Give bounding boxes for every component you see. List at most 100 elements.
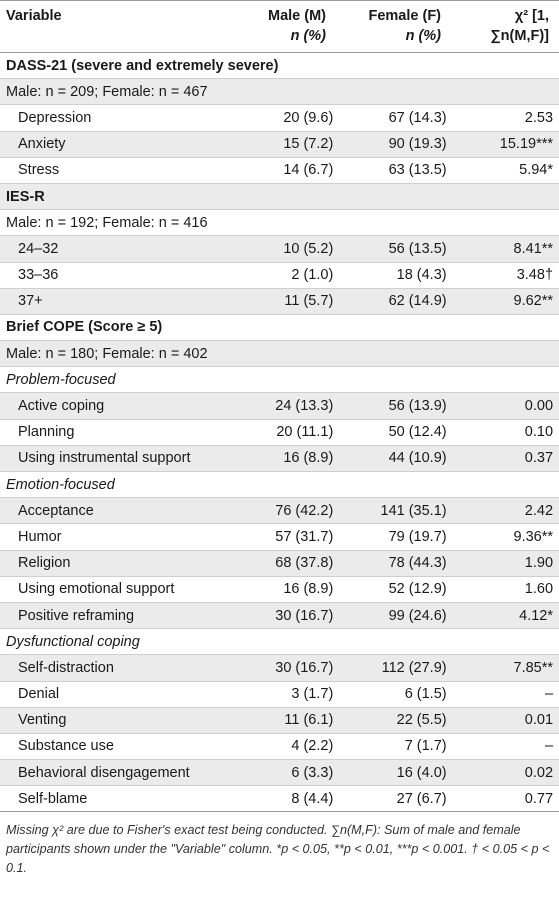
cell-variable: 24–32	[18, 240, 59, 257]
table-row-data: Self-blame 8 (4.4) 27 (6.7) 0.77	[0, 786, 559, 813]
table-row-sub: Emotion-focused	[0, 472, 559, 499]
cell-female: 112 (27.9)	[381, 659, 447, 676]
cell-variable: Dysfunctional coping	[6, 633, 140, 650]
cell-variable: Stress	[18, 162, 60, 179]
table-row-data: Planning 20 (11.1) 50 (12.4) 0.10	[0, 420, 559, 446]
header-male: Male (M) n (%)	[246, 6, 326, 52]
table-row-data: 33–36 2 (1.0) 18 (4.3) 3.48†	[0, 263, 559, 289]
cell-chi-square: 0.37	[524, 450, 554, 467]
table-row-sub: Dysfunctional coping	[0, 629, 559, 656]
cell-chi-square: –	[544, 686, 554, 703]
cell-female: 56 (13.5)	[388, 240, 447, 257]
table-row-data: Venting 11 (6.1) 22 (5.5) 0.01	[0, 707, 559, 734]
cell-female: 63 (13.5)	[388, 162, 447, 179]
header-chi-line1: χ² [1,	[514, 8, 549, 24]
cell-chi-square: 9.36**	[513, 528, 554, 545]
table-row-data: Self-distraction 30 (16.7) 112 (27.9) 7.85*…	[0, 655, 559, 682]
table-row-note: Male: n = 192; Female: n = 416	[0, 210, 559, 237]
cell-female: 56 (13.9)	[388, 398, 447, 415]
cell-male: 14 (6.7)	[283, 162, 334, 179]
table-row-data: Humor 57 (31.7) 79 (19.7) 9.36**	[0, 524, 559, 551]
cell-variable: Depression	[18, 109, 92, 126]
cell-female: 67 (14.3)	[388, 109, 447, 126]
table-row-data: Substance use 4 (2.2) 7 (1.7) –	[0, 734, 559, 761]
header-chi-line2: ∑n(M,F)]	[490, 28, 549, 44]
cell-variable: Denial	[18, 686, 60, 703]
cell-variable: Substance use	[18, 738, 114, 755]
cell-female: 50 (12.4)	[388, 424, 447, 441]
cell-male: 3 (1.7)	[291, 686, 334, 703]
header-variable: Variable	[6, 8, 62, 24]
cell-chi-square: 0.01	[524, 712, 554, 729]
cell-male: 6 (3.3)	[291, 764, 334, 781]
table-row-data: Depression 20 (9.6) 67 (14.3) 2.53	[0, 105, 559, 132]
cell-chi-square: 2.53	[524, 109, 554, 126]
cell-chi-square: 0.00	[524, 398, 554, 415]
cell-chi-square: 8.41**	[513, 240, 554, 257]
table-row-data: Anxiety 15 (7.2) 90 (19.3) 15.19***	[0, 131, 559, 158]
cell-female: 22 (5.5)	[396, 712, 447, 729]
cell-male: 76 (42.2)	[275, 502, 334, 519]
cell-male: 11 (6.1)	[284, 712, 334, 729]
cell-variable: Active coping	[18, 398, 105, 415]
cell-female: 52 (12.9)	[388, 581, 447, 598]
cell-chi-square: 0.10	[524, 424, 554, 441]
cell-variable: Using instrumental support	[18, 450, 191, 467]
cell-female: 79 (19.7)	[388, 528, 447, 545]
cell-female: 18 (4.3)	[396, 267, 447, 284]
table-row-data: Using instrumental support 16 (8.9) 44 (10…	[0, 445, 559, 472]
cell-male: 15 (7.2)	[283, 136, 334, 153]
cell-male: 16 (8.9)	[283, 450, 334, 467]
cell-variable: 33–36	[18, 267, 59, 284]
cell-female: 99 (24.6)	[388, 607, 447, 624]
cell-female: 141 (35.1)	[380, 502, 447, 519]
cell-chi-square: 7.85**	[513, 659, 554, 676]
header-male-label: Male (M)	[268, 8, 326, 24]
cell-male: 30 (16.7)	[275, 607, 334, 624]
cell-variable: Male: n = 180; Female: n = 402	[6, 345, 208, 362]
table-row-data: 37+ 11 (5.7) 62 (14.9) 9.62**	[0, 288, 559, 315]
cell-variable: Male: n = 209; Female: n = 467	[6, 83, 208, 100]
cell-male: 10 (5.2)	[283, 240, 334, 257]
cell-chi-square: 1.60	[524, 581, 554, 598]
cell-male: 11 (5.7)	[284, 293, 334, 310]
table-row-data: Denial 3 (1.7) 6 (1.5) –	[0, 682, 559, 708]
cell-female: 7 (1.7)	[404, 738, 447, 755]
cell-male: 4 (2.2)	[291, 738, 334, 755]
cell-chi-square: 0.02	[524, 764, 554, 781]
cell-variable: Anxiety	[18, 136, 66, 153]
cell-variable: Religion	[18, 555, 71, 572]
cell-female: 90 (19.3)	[388, 136, 447, 153]
cell-female: 44 (10.9)	[388, 450, 447, 467]
table-row-data: 24–32 10 (5.2) 56 (13.5) 8.41**	[0, 236, 559, 263]
cell-variable: Humor	[18, 528, 62, 545]
cell-male: 8 (4.4)	[291, 790, 334, 807]
cell-female: 27 (6.7)	[396, 790, 447, 807]
cell-female: 62 (14.9)	[388, 293, 447, 310]
table-header: Variable Male (M) n (%) Female (F) n (%)…	[0, 0, 559, 53]
cell-chi-square: 4.12*	[519, 607, 554, 624]
cell-female: 16 (4.0)	[396, 764, 447, 781]
header-chi-square: χ² [1, ∑n(M,F)]	[441, 6, 555, 52]
cell-variable: Venting	[18, 712, 67, 729]
table-row-data: Positive reframing 30 (16.7) 99 (24.6) 4.12…	[0, 602, 559, 630]
table-body: DASS-21 (severe and extremely severe) Mal…	[0, 53, 559, 813]
table-row-note: Male: n = 209; Female: n = 467	[0, 79, 559, 106]
cell-chi-square: 3.48†	[516, 267, 554, 284]
cell-variable: Behavioral disengagement	[18, 764, 190, 781]
cell-chi-square: 1.90	[524, 555, 554, 572]
cell-variable: Using emotional support	[18, 581, 175, 598]
table-row-data: Religion 68 (37.8) 78 (44.3) 1.90	[0, 550, 559, 577]
cell-male: 57 (31.7)	[275, 528, 334, 545]
cell-variable: Male: n = 192; Female: n = 416	[6, 214, 208, 231]
table-row-data: Stress 14 (6.7) 63 (13.5) 5.94*	[0, 158, 559, 184]
cell-male: 30 (16.7)	[275, 659, 334, 676]
cell-male: 16 (8.9)	[283, 581, 334, 598]
cell-variable: Planning	[18, 424, 75, 441]
header-female: Female (F) n (%)	[326, 6, 441, 52]
cell-female: 78 (44.3)	[388, 555, 447, 572]
header-female-sub: n (%)	[405, 28, 441, 44]
cell-variable: Self-distraction	[18, 659, 114, 676]
header-female-label: Female (F)	[368, 8, 441, 24]
cell-male: 68 (37.8)	[275, 555, 334, 572]
